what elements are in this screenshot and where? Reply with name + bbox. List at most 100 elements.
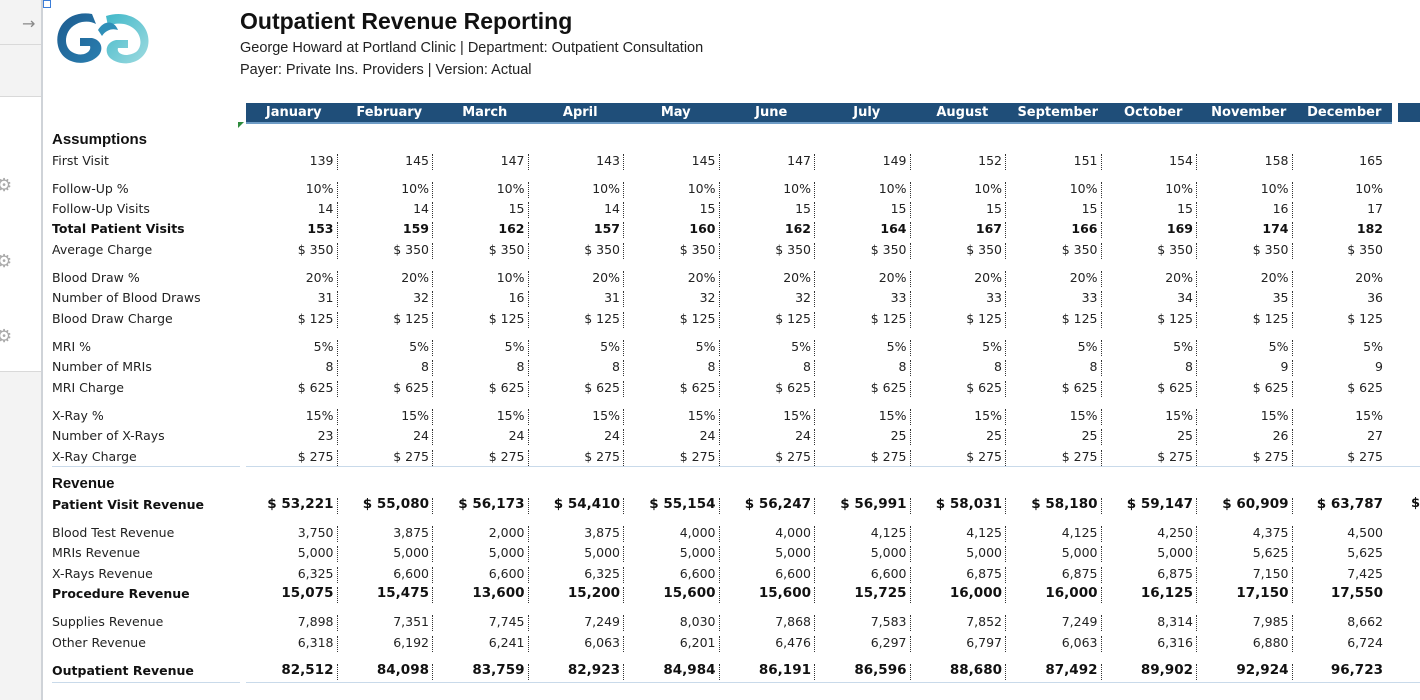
value-cell[interactable]: $ 125 xyxy=(775,311,811,326)
value-cell[interactable]: 151 xyxy=(1073,153,1098,168)
value-cell[interactable]: 14 xyxy=(317,201,334,216)
value-cell[interactable]: 7,868 xyxy=(775,614,811,629)
value-cell[interactable]: 33 xyxy=(1081,290,1098,305)
value-cell[interactable]: 162 xyxy=(498,221,525,236)
value-cell[interactable]: 9 xyxy=(1280,359,1289,374)
value-cell[interactable]: 8 xyxy=(707,359,716,374)
value-cell[interactable]: 6,201 xyxy=(679,635,716,650)
value-cell[interactable]: $ 125 xyxy=(297,311,334,326)
value-cell[interactable]: 24 xyxy=(699,428,716,443)
value-cell[interactable]: 5,000 xyxy=(393,545,429,560)
value-cell[interactable]: 5% xyxy=(409,339,429,354)
value-cell[interactable]: 10% xyxy=(1069,181,1098,196)
value-cell[interactable]: $ 350 xyxy=(1347,242,1383,257)
gear-icon[interactable]: ⚙ xyxy=(0,251,13,272)
value-cell[interactable]: 10% xyxy=(401,181,429,196)
value-cell[interactable]: 6,600 xyxy=(393,566,429,581)
value-cell[interactable]: 15% xyxy=(878,408,907,423)
value-cell[interactable]: 5% xyxy=(1268,339,1289,354)
value-cell[interactable]: $ 625 xyxy=(393,380,429,395)
value-cell[interactable]: 6,318 xyxy=(297,635,334,650)
value-cell[interactable]: 15,075 xyxy=(281,585,334,601)
value-cell[interactable]: 5% xyxy=(886,339,907,354)
value-cell[interactable]: 9 xyxy=(1375,359,1383,374)
value-cell[interactable]: 10% xyxy=(1355,181,1383,196)
value-cell[interactable]: $ 625 xyxy=(679,380,716,395)
value-cell[interactable]: $ 350 xyxy=(775,242,811,257)
value-cell[interactable]: 32 xyxy=(413,290,429,305)
value-cell[interactable]: $ 625 xyxy=(775,380,811,395)
value-cell[interactable]: 7,249 xyxy=(584,614,620,629)
value-cell[interactable]: 8 xyxy=(898,359,907,374)
gear-icon[interactable]: ⚙ xyxy=(0,326,13,347)
value-cell[interactable]: $ 350 xyxy=(1157,242,1193,257)
value-cell[interactable]: 20% xyxy=(592,270,620,285)
value-cell[interactable]: $ 625 xyxy=(1157,380,1193,395)
value-cell[interactable]: $ 275 xyxy=(1157,449,1193,464)
value-cell[interactable]: 5,625 xyxy=(1252,545,1289,560)
value-cell[interactable]: 15% xyxy=(1355,408,1383,423)
value-cell[interactable]: $ 350 xyxy=(966,242,1002,257)
value-cell[interactable]: 6,600 xyxy=(488,566,525,581)
value-cell[interactable]: 15% xyxy=(783,408,811,423)
value-cell[interactable]: 82,512 xyxy=(281,662,334,678)
value-cell[interactable]: 174 xyxy=(1262,221,1289,236)
value-cell[interactable]: $ 58,031 xyxy=(935,496,1002,512)
value-cell[interactable]: $ 275 xyxy=(1347,449,1383,464)
value-cell[interactable]: 152 xyxy=(978,153,1002,168)
value-cell[interactable]: $ 350 xyxy=(1061,242,1098,257)
value-cell[interactable]: 8,662 xyxy=(1347,614,1383,629)
value-cell[interactable]: 31 xyxy=(604,290,620,305)
value-cell[interactable]: 6,875 xyxy=(1061,566,1098,581)
value-cell[interactable]: $ 125 xyxy=(1061,311,1098,326)
value-cell[interactable]: 7,985 xyxy=(1252,614,1289,629)
value-cell[interactable]: $ 125 xyxy=(488,311,525,326)
value-cell[interactable]: 6,875 xyxy=(966,566,1002,581)
value-cell[interactable]: 10% xyxy=(496,181,525,196)
value-cell[interactable]: $ 625 xyxy=(1347,380,1383,395)
value-cell[interactable]: 23 xyxy=(317,428,334,443)
value-cell[interactable]: 7,898 xyxy=(297,614,334,629)
value-cell[interactable]: 15 xyxy=(1081,201,1098,216)
value-cell[interactable]: 92,924 xyxy=(1236,662,1289,678)
value-cell[interactable]: $ 625 xyxy=(870,380,907,395)
value-cell[interactable]: 6,600 xyxy=(870,566,907,581)
value-cell[interactable]: 10% xyxy=(878,181,907,196)
value-cell[interactable]: 5% xyxy=(695,339,716,354)
value-cell[interactable]: 8,314 xyxy=(1157,614,1193,629)
value-cell[interactable]: 16,000 xyxy=(949,585,1002,601)
value-cell[interactable]: 6,063 xyxy=(1061,635,1098,650)
value-cell[interactable]: 84,984 xyxy=(663,662,716,678)
value-cell[interactable]: 15,725 xyxy=(854,585,907,601)
value-cell[interactable]: 4,000 xyxy=(775,525,811,540)
value-cell[interactable]: $ 125 xyxy=(966,311,1002,326)
value-cell-clipped[interactable]: $ xyxy=(1411,496,1420,511)
value-cell[interactable]: 8 xyxy=(803,359,811,374)
value-cell[interactable]: $ 625 xyxy=(1252,380,1289,395)
value-cell[interactable]: 27 xyxy=(1367,428,1383,443)
value-cell[interactable]: $ 63,787 xyxy=(1316,496,1383,512)
value-cell[interactable]: 33 xyxy=(890,290,907,305)
selection-handle[interactable] xyxy=(43,0,51,8)
value-cell[interactable]: 6,880 xyxy=(1252,635,1289,650)
value-cell[interactable]: 25 xyxy=(986,428,1002,443)
value-cell[interactable]: 8 xyxy=(421,359,429,374)
value-cell[interactable]: 8 xyxy=(1089,359,1098,374)
value-cell[interactable]: 6,063 xyxy=(584,635,620,650)
value-cell[interactable]: $ 125 xyxy=(870,311,907,326)
value-cell[interactable]: 15% xyxy=(496,408,525,423)
value-cell[interactable]: 5% xyxy=(504,339,525,354)
value-cell[interactable]: 24 xyxy=(413,428,429,443)
value-cell[interactable]: 7,425 xyxy=(1347,566,1383,581)
value-cell[interactable]: $ 275 xyxy=(1252,449,1289,464)
value-cell[interactable]: 3,875 xyxy=(393,525,429,540)
value-cell[interactable]: 5,000 xyxy=(966,545,1002,560)
value-cell[interactable]: 6,325 xyxy=(297,566,334,581)
value-cell[interactable]: 153 xyxy=(307,221,334,236)
value-cell[interactable]: 5% xyxy=(1173,339,1193,354)
value-cell[interactable]: 14 xyxy=(413,201,429,216)
value-cell[interactable]: 10% xyxy=(496,270,525,285)
value-cell[interactable]: $ 125 xyxy=(679,311,716,326)
value-cell[interactable]: 4,000 xyxy=(679,525,716,540)
value-cell[interactable]: 15,600 xyxy=(663,585,716,601)
